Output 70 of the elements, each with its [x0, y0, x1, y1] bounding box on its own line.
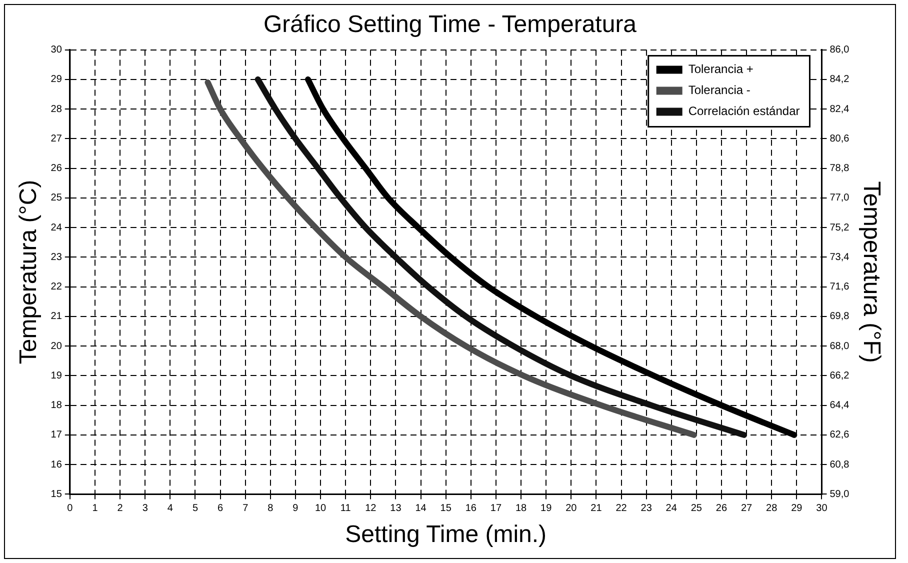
y-axis-title: Temperatura (°C) — [15, 180, 42, 364]
y2-tick-label: 84,2 — [830, 74, 850, 86]
y-tick-label: 15 — [50, 488, 62, 500]
x-tick-label: 12 — [365, 502, 377, 514]
x-tick-label: 21 — [590, 502, 602, 514]
x-tick-label: 22 — [616, 502, 628, 514]
legend-label: Correlación estándar — [688, 104, 800, 118]
x-tick-label: 27 — [740, 502, 753, 514]
y2-axis-title: Temperatura (°F) — [858, 181, 885, 363]
x-tick-label: 25 — [690, 502, 702, 514]
y-tick-label: 19 — [50, 370, 62, 382]
y2-tick-label: 73,4 — [830, 252, 850, 263]
x-tick-label: 23 — [640, 502, 652, 514]
y-tick-label: 26 — [50, 163, 62, 174]
y2-tick-label: 62,6 — [830, 430, 850, 441]
x-tick-label: 16 — [465, 502, 477, 514]
y2-tick-label: 60,8 — [830, 459, 850, 470]
y-tick-label: 23 — [50, 252, 62, 263]
x-tick-label: 7 — [242, 502, 249, 514]
chart-title: Gráfico Setting Time - Temperatura — [263, 11, 638, 38]
x-tick-label: 29 — [791, 502, 803, 514]
x-axis-title: Setting Time (min.) — [345, 521, 547, 548]
x-tick-label: 28 — [766, 502, 778, 514]
x-tick-label: 10 — [314, 502, 327, 514]
x-tick-label: 14 — [415, 502, 427, 514]
x-tick-label: 4 — [167, 502, 174, 514]
y-tick-label: 29 — [50, 74, 62, 86]
x-tick-label: 18 — [515, 502, 528, 514]
y-tick-label: 16 — [50, 459, 62, 470]
y-tick-label: 22 — [50, 282, 62, 293]
x-tick-label: 24 — [666, 502, 678, 514]
x-tick-label: 6 — [218, 502, 224, 514]
legend-label: Tolerancia - — [688, 83, 750, 98]
y-tick-label: 24 — [50, 222, 62, 234]
y-tick-label: 25 — [50, 192, 62, 204]
x-tick-label: 17 — [490, 502, 502, 514]
x-tick-label: 20 — [566, 502, 578, 514]
x-tick-label: 0 — [67, 502, 74, 514]
y2-tick-label: 77,0 — [830, 192, 850, 204]
x-tick-label: 26 — [716, 502, 728, 514]
x-tick-label: 1 — [92, 502, 98, 514]
x-tick-label: 8 — [268, 502, 274, 514]
x-tick-label: 3 — [142, 502, 148, 514]
y-tick-label: 18 — [50, 400, 62, 412]
x-tick-label: 30 — [816, 502, 828, 514]
y-tick-label: 27 — [50, 133, 62, 144]
y-tick-label: 30 — [50, 44, 62, 56]
y-tick-label: 28 — [50, 104, 62, 115]
legend-label: Tolerancia + — [688, 62, 754, 76]
y2-tick-label: 59,0 — [830, 488, 850, 500]
y2-tick-label: 69,8 — [830, 311, 850, 322]
y-tick-label: 20 — [50, 340, 62, 352]
y-tick-label: 17 — [50, 430, 62, 441]
x-tick-label: 19 — [540, 502, 552, 514]
x-tick-label: 11 — [340, 502, 352, 514]
y-tick-label: 21 — [50, 311, 62, 322]
x-tick-label: 13 — [390, 502, 402, 514]
x-tick-label: 2 — [117, 502, 124, 514]
x-tick-label: 15 — [440, 502, 452, 514]
y2-tick-label: 86,0 — [830, 44, 850, 56]
x-tick-label: 9 — [292, 502, 299, 514]
y2-tick-label: 80,6 — [830, 133, 850, 144]
x-tick-label: 5 — [192, 502, 198, 514]
y2-tick-label: 64,4 — [830, 400, 850, 412]
y2-tick-label: 68,0 — [830, 340, 850, 352]
y2-tick-label: 78,8 — [830, 163, 850, 174]
y2-tick-label: 71,6 — [830, 282, 850, 293]
y2-tick-label: 75,2 — [830, 222, 850, 234]
y2-tick-label: 66,2 — [830, 370, 850, 382]
y2-tick-label: 82,4 — [830, 104, 850, 115]
